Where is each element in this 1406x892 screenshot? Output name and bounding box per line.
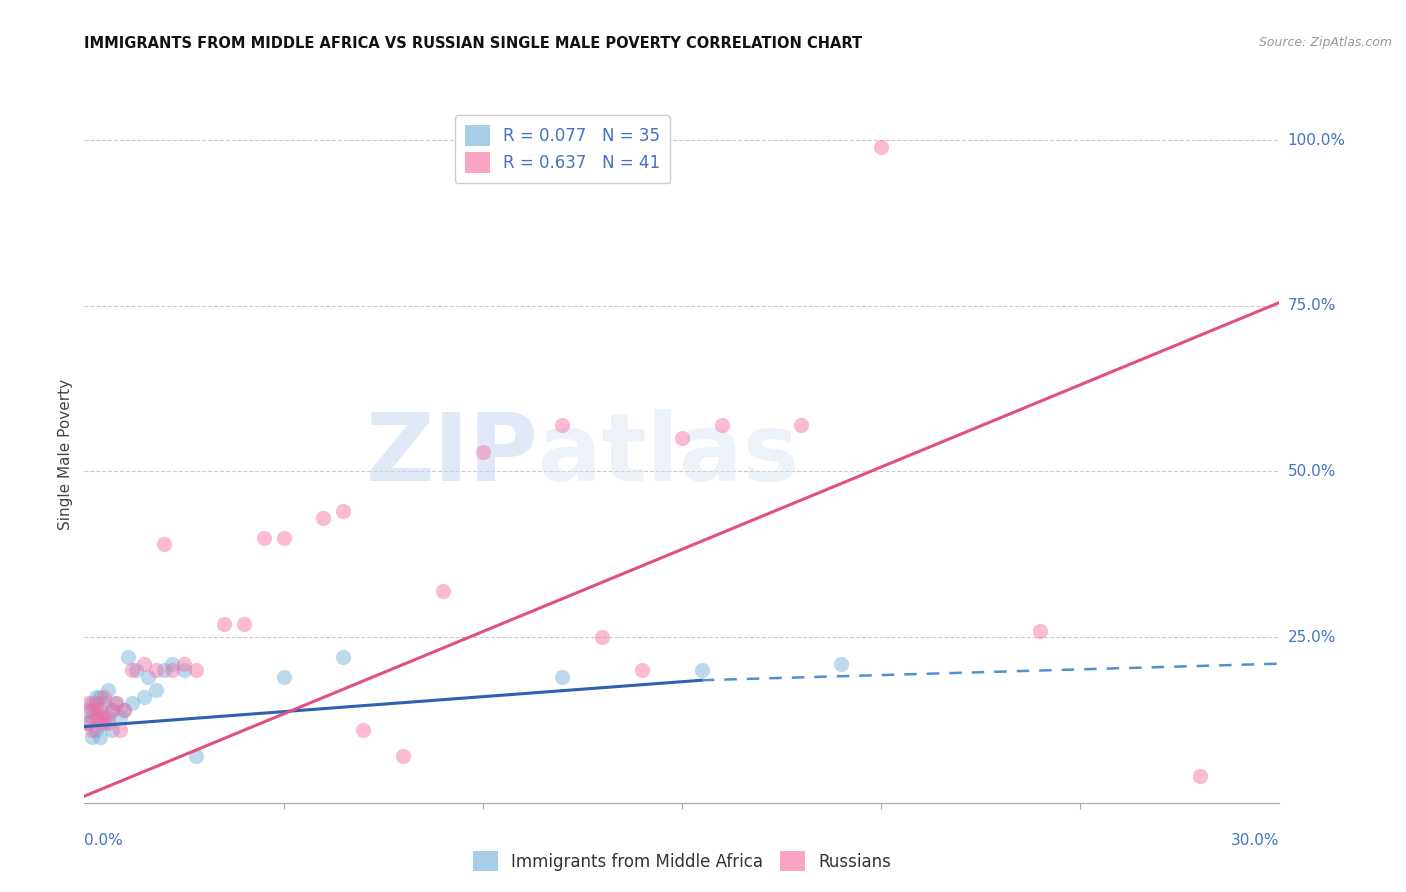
Point <box>82 703 104 717</box>
Point <box>173 663 195 677</box>
Point <box>173 657 195 671</box>
Text: 75.0%: 75.0% <box>1288 298 1336 313</box>
Text: Source: ZipAtlas.com: Source: ZipAtlas.com <box>1258 36 1392 49</box>
Point <box>97 683 120 698</box>
Point <box>870 140 893 154</box>
Point <box>121 663 143 677</box>
Point <box>153 537 176 551</box>
Point <box>145 663 167 677</box>
Point <box>392 749 415 764</box>
Point <box>89 716 111 731</box>
Point <box>432 583 454 598</box>
Point <box>93 716 115 731</box>
Point <box>101 703 124 717</box>
Point <box>551 418 574 433</box>
Point <box>132 657 156 671</box>
Point <box>86 697 108 711</box>
Point <box>145 683 167 698</box>
Point <box>110 709 132 723</box>
Point <box>132 690 156 704</box>
Text: 100.0%: 100.0% <box>1288 133 1346 148</box>
Point <box>160 657 183 671</box>
Point <box>93 709 115 723</box>
Point <box>105 697 128 711</box>
Point <box>89 709 111 723</box>
Point <box>471 444 494 458</box>
Point <box>1029 624 1052 638</box>
Point <box>232 616 254 631</box>
Point <box>89 690 111 704</box>
Point <box>86 703 108 717</box>
Point <box>82 730 104 744</box>
Point <box>97 716 120 731</box>
Point <box>93 690 115 704</box>
Point <box>82 723 104 737</box>
Point <box>631 663 654 677</box>
Point <box>136 670 159 684</box>
Point <box>101 723 124 737</box>
Point <box>105 697 128 711</box>
Point <box>101 703 124 717</box>
Point <box>352 723 374 737</box>
Legend: Immigrants from Middle Africa, Russians: Immigrants from Middle Africa, Russians <box>467 845 897 878</box>
Point <box>77 697 100 711</box>
Point <box>1188 769 1211 783</box>
Point <box>77 703 100 717</box>
Point <box>273 531 295 545</box>
Point <box>82 697 104 711</box>
Point <box>89 703 111 717</box>
Point <box>82 709 104 723</box>
Text: ZIP: ZIP <box>366 409 538 501</box>
Point <box>86 709 108 723</box>
Point <box>551 670 574 684</box>
Point <box>121 697 143 711</box>
Point <box>830 657 852 671</box>
Point <box>591 630 613 644</box>
Point <box>153 663 176 677</box>
Point <box>86 723 108 737</box>
Point <box>790 418 813 433</box>
Point <box>125 663 148 677</box>
Point <box>160 663 183 677</box>
Point <box>690 663 713 677</box>
Point <box>112 703 135 717</box>
Text: IMMIGRANTS FROM MIDDLE AFRICA VS RUSSIAN SINGLE MALE POVERTY CORRELATION CHART: IMMIGRANTS FROM MIDDLE AFRICA VS RUSSIAN… <box>84 36 862 51</box>
Point <box>184 749 207 764</box>
Point <box>212 616 235 631</box>
Point <box>110 723 132 737</box>
Point <box>312 511 335 525</box>
Point <box>671 431 693 445</box>
Point <box>97 709 120 723</box>
Point <box>112 703 135 717</box>
Y-axis label: Single Male Poverty: Single Male Poverty <box>58 379 73 531</box>
Point <box>93 697 115 711</box>
Point <box>332 504 354 518</box>
Point <box>184 663 207 677</box>
Text: atlas: atlas <box>538 409 800 501</box>
Point <box>710 418 733 433</box>
Point <box>273 670 295 684</box>
Point <box>86 690 108 704</box>
Point <box>253 531 276 545</box>
Text: 30.0%: 30.0% <box>1232 832 1279 847</box>
Text: 25.0%: 25.0% <box>1288 630 1336 645</box>
Text: 0.0%: 0.0% <box>84 832 124 847</box>
Point <box>117 650 139 665</box>
Text: 50.0%: 50.0% <box>1288 464 1336 479</box>
Point <box>332 650 354 665</box>
Point <box>89 730 111 744</box>
Point <box>77 716 100 731</box>
Point <box>77 716 100 731</box>
